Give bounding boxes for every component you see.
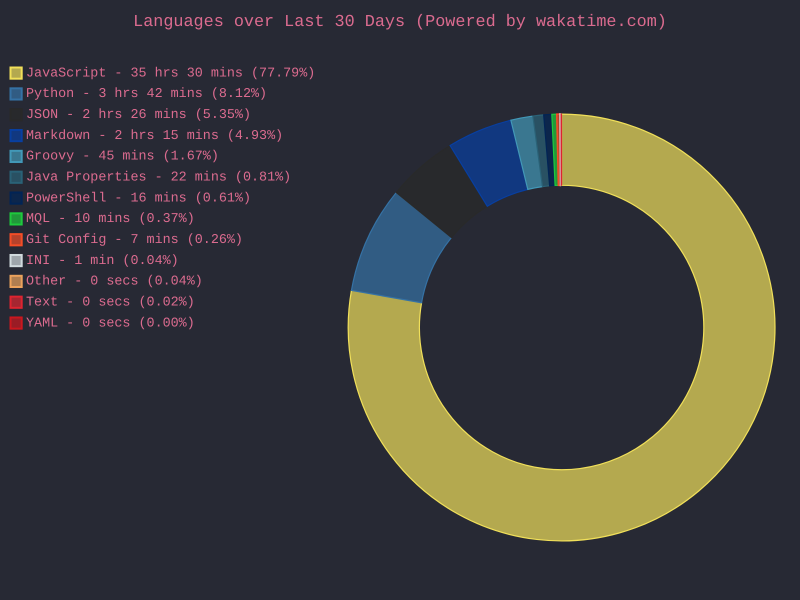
svg-text:YAML - 0 secs (0.00%): YAML - 0 secs (0.00%) xyxy=(26,316,195,331)
svg-text:MQL - 10 mins (0.37%): MQL - 10 mins (0.37%) xyxy=(26,212,195,227)
svg-text:Git Config - 7 mins (0.26%): Git Config - 7 mins (0.26%) xyxy=(26,233,243,248)
svg-text:Java Properties - 22 mins (0.8: Java Properties - 22 mins (0.81%) xyxy=(26,171,291,186)
svg-text:Text - 0 secs (0.02%): Text - 0 secs (0.02%) xyxy=(26,296,195,311)
svg-text:Groovy - 45 mins (1.67%): Groovy - 45 mins (1.67%) xyxy=(26,150,219,165)
svg-text:INI - 1 min (0.04%): INI - 1 min (0.04%) xyxy=(26,254,179,269)
svg-text:Markdown - 2 hrs 15 mins (4.93: Markdown - 2 hrs 15 mins (4.93%) xyxy=(26,129,283,144)
svg-text:Python - 3 hrs 42 mins (8.12%): Python - 3 hrs 42 mins (8.12%) xyxy=(26,87,267,102)
svg-text:JavaScript - 35 hrs 30 mins (7: JavaScript - 35 hrs 30 mins (77.79%) xyxy=(26,66,315,81)
svg-text:PowerShell - 16 mins (0.61%): PowerShell - 16 mins (0.61%) xyxy=(26,191,251,206)
svg-text:Languages over Last 30 Days (P: Languages over Last 30 Days (Powered by … xyxy=(133,13,667,32)
svg-text:Other - 0 secs (0.04%): Other - 0 secs (0.04%) xyxy=(26,275,203,290)
svg-text:JSON - 2 hrs 26 mins (5.35%): JSON - 2 hrs 26 mins (5.35%) xyxy=(26,108,251,123)
